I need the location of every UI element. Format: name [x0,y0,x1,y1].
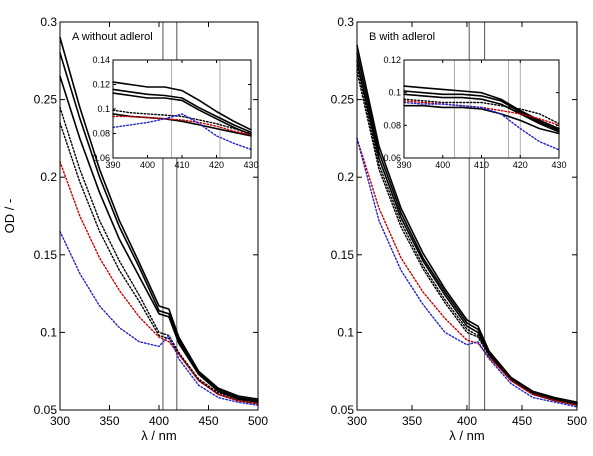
panel-a-series-line-3 [59,106,259,403]
panel-b-y-tick-label: 0.25 [331,93,355,107]
panel-b-series-line-3 [356,64,578,405]
panel-a-y-tick-label: 0.25 [34,93,58,107]
panel-b-y-tick-label: 0.1 [337,325,354,339]
inset-a-y-tick-label: 0.08 [92,129,110,139]
inset-a-background [113,60,251,158]
inset-b-series-line-2 [403,93,560,133]
inset-a-series-line-5 [112,115,252,136]
inset-a-y-tick-label: 0.06 [92,153,110,163]
panel-b-x-tick-label: 300 [347,414,367,428]
inset-b-x-tick-label: 430 [551,160,566,170]
inset-a-series-line-6 [112,113,252,151]
panel-b-series-line-5 [356,137,578,406]
inset-a-y-tick-label: 0.12 [92,80,110,90]
panel-a-x-axis-title: λ / nm [141,428,176,443]
inset-a-series-line-3 [112,109,252,135]
inset-b-x-tick-label: 400 [435,160,450,170]
panel-a-y-tick-label: 0.05 [34,403,58,417]
inset-a-series-line-0 [112,81,252,131]
panel-a-y-tick-label: 0.1 [40,325,57,339]
panel-a-series-line-6 [59,230,259,406]
panel-a-x-tick-label: 400 [149,414,169,428]
panel-a-x-tick-label: 450 [198,414,218,428]
inset-a-y-tick-label: 0.1 [97,104,110,114]
panel-a-label: A without adlerol [72,31,153,43]
inset-b-series-line-4 [403,104,560,135]
panel-a-x-tick-label: 350 [99,414,119,428]
panel-b-x-tick-label: 500 [567,414,587,428]
panel-b-y-tick-label: 0.05 [331,403,355,417]
panel-b-label: B with adlerol [369,31,435,43]
inset-a-x-tick-label: 420 [209,160,224,170]
inset-b-y-tick-label: 0.1 [388,88,401,98]
inset-b-x-tick-label: 410 [474,160,489,170]
panel-b-x-axis-title: λ / nm [449,428,484,443]
panel-a-y-tick-label: 0.2 [40,170,57,184]
panel-b-x-tick-label: 350 [402,414,422,428]
inset-b-y-tick-label: 0.12 [383,55,401,65]
inset-b-series-line-1 [403,90,560,131]
panel-b-y-tick-label: 0.2 [337,170,354,184]
inset-b-series-line-3 [403,98,560,125]
panel-a-series-line-2 [59,75,259,404]
panel-b-y-tick-label: 0.3 [337,15,354,29]
panel-a-y-tick-label: 0.15 [34,248,58,262]
inset-a-y-tick-label: 0.14 [92,55,110,65]
inset-b-y-tick-label: 0.06 [383,153,401,163]
panel-a-x-tick-label: 500 [248,414,268,428]
panel-a-x-tick-label: 300 [50,414,70,428]
inset-b-series-line-6 [403,101,560,151]
inset-a-x-tick-label: 430 [243,160,258,170]
inset-b-x-tick-label: 390 [396,160,411,170]
inset-b-y-tick-label: 0.08 [383,120,401,130]
panel-b-y-tick-label: 0.15 [331,248,355,262]
inset-a-series-line-1 [112,88,252,134]
panel-b-series-line-2 [356,59,578,405]
inset-a-x-tick-label: 390 [105,160,120,170]
panel-b-x-tick-label: 450 [512,414,532,428]
inset-b-x-tick-label: 420 [513,160,528,170]
panel-a-series-line-5 [59,160,259,405]
panel-b-series-line-4 [356,70,578,406]
panel-b-x-tick-label: 400 [457,414,477,428]
panel-a-y-axis-title: OD / - [2,199,17,234]
inset-a-x-tick-label: 400 [140,160,155,170]
panel-b-series-line-0 [356,44,578,404]
panel-a-series-line-0 [59,36,259,400]
panel-b-series-line-6 [356,137,578,408]
panel-a-series-line-1 [59,52,259,402]
inset-a-series-line-2 [112,92,252,136]
inset-a-x-tick-label: 410 [174,160,189,170]
panel-a-y-tick-label: 0.3 [40,15,57,29]
